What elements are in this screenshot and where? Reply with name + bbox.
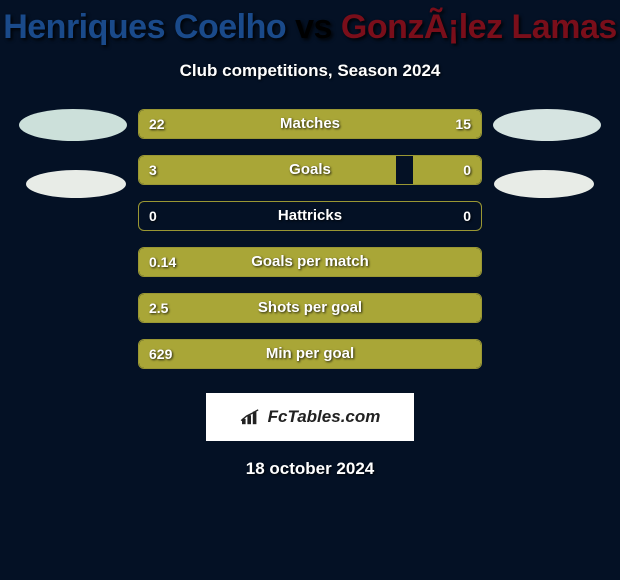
stat-bar: 2.5Shots per goal	[138, 293, 482, 323]
stat-label: Min per goal	[139, 340, 481, 368]
stat-label: Goals	[139, 156, 481, 184]
player-b-badge-1	[493, 109, 601, 141]
stats-bars: 22Matches153Goals00Hattricks00.14Goals p…	[138, 109, 482, 385]
subtitle: Club competitions, Season 2024	[0, 61, 620, 81]
stat-bar: 3Goals0	[138, 155, 482, 185]
player-a-badge-1	[19, 109, 127, 141]
player-a-name: Henriques Coelho	[3, 8, 286, 46]
content-row: 22Matches153Goals00Hattricks00.14Goals p…	[0, 109, 620, 385]
player-a-badge-2	[26, 170, 126, 198]
comparison-title: Henriques Coelho vs GonzÃ¡lez Lamas	[0, 0, 620, 47]
stat-label: Hattricks	[139, 202, 481, 230]
stat-value-b: 0	[463, 202, 471, 230]
stat-bar: 629Min per goal	[138, 339, 482, 369]
brand-text: FcTables.com	[268, 407, 381, 427]
stat-label: Shots per goal	[139, 294, 481, 322]
stat-value-b: 15	[455, 110, 471, 138]
brand-box: FcTables.com	[206, 393, 414, 441]
stat-bar: 22Matches15	[138, 109, 482, 139]
left-column	[8, 109, 138, 198]
stat-label: Matches	[139, 110, 481, 138]
stat-label: Goals per match	[139, 248, 481, 276]
right-column	[482, 109, 612, 198]
stat-bar: 0.14Goals per match	[138, 247, 482, 277]
stat-value-b: 0	[463, 156, 471, 184]
stat-bar: 0Hattricks0	[138, 201, 482, 231]
date-text: 18 october 2024	[0, 459, 620, 479]
brand-chart-icon	[240, 408, 262, 426]
vs-text: vs	[286, 8, 341, 46]
player-b-name: GonzÃ¡lez Lamas	[341, 8, 617, 46]
player-b-badge-2	[494, 170, 594, 198]
